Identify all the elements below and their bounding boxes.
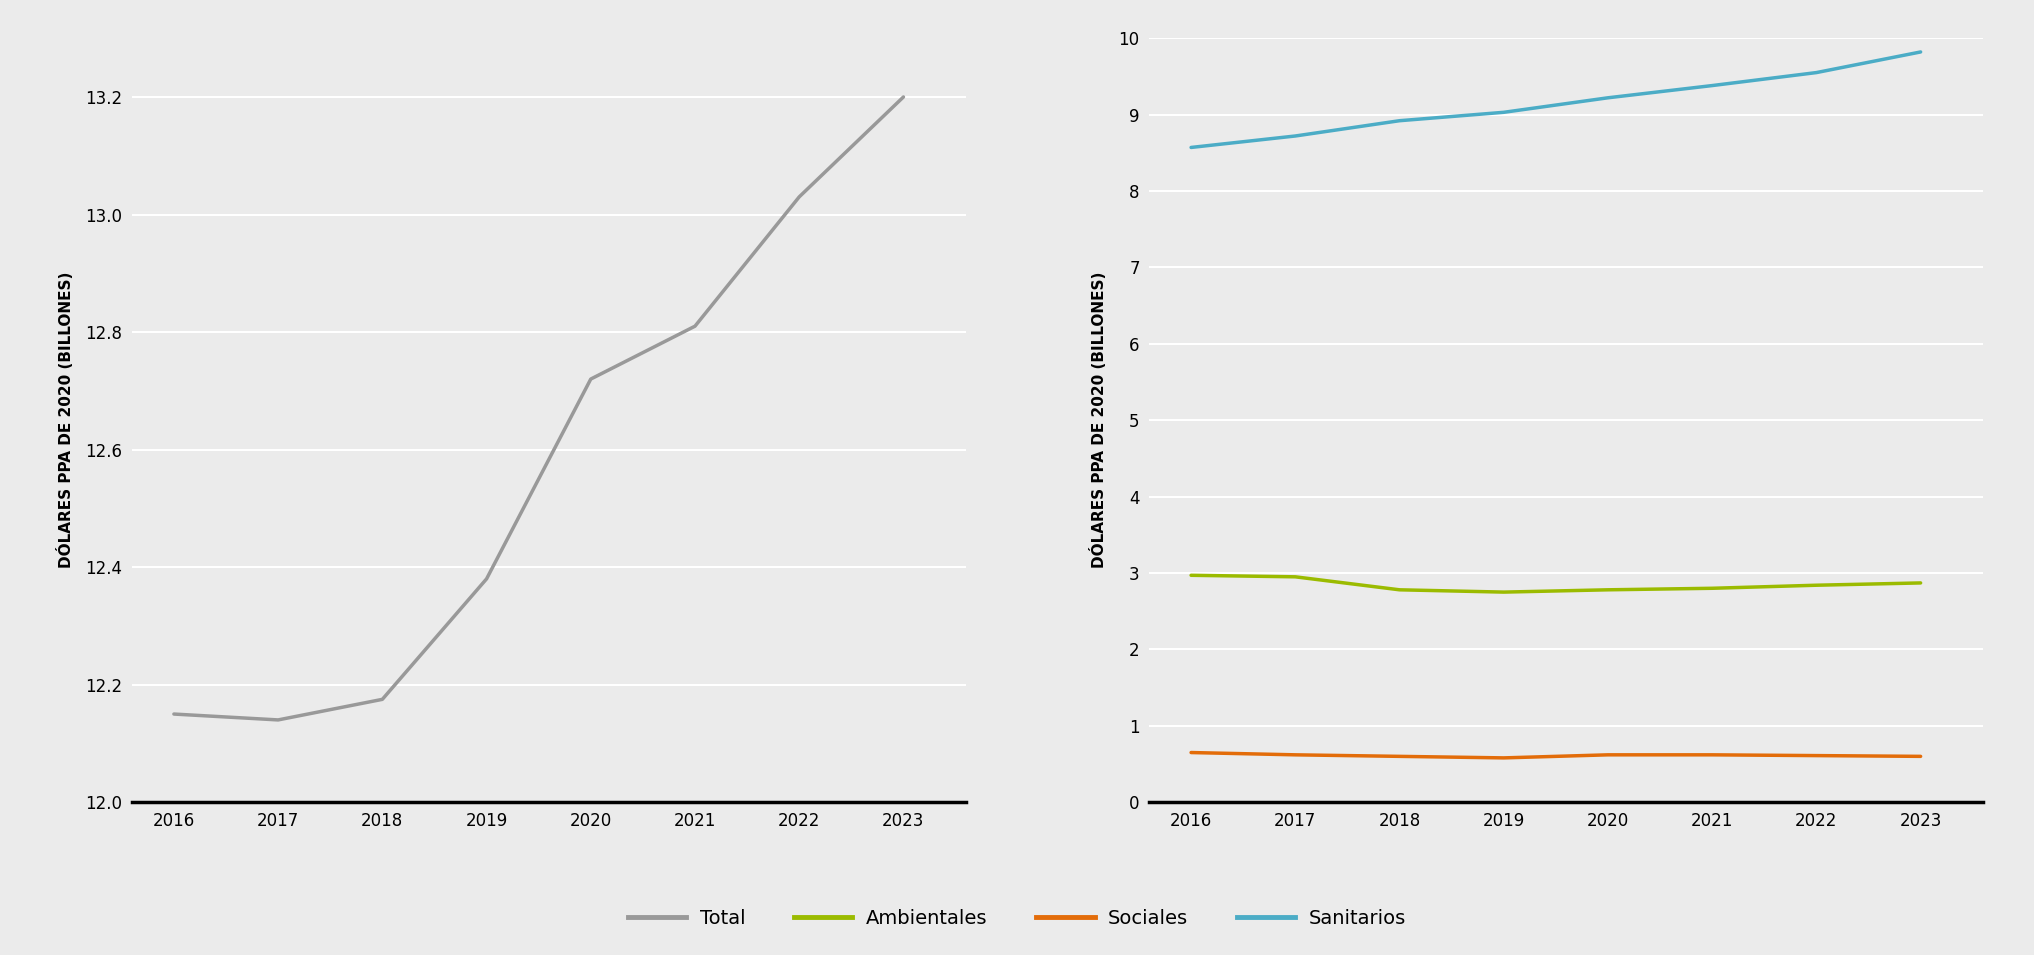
Y-axis label: DÓLARES PPA DE 2020 (BILLONES): DÓLARES PPA DE 2020 (BILLONES) [1090, 272, 1106, 568]
Y-axis label: DÓLARES PPA DE 2020 (BILLONES): DÓLARES PPA DE 2020 (BILLONES) [57, 272, 75, 568]
Legend: Total, Ambientales, Sociales, Sanitarios: Total, Ambientales, Sociales, Sanitarios [620, 902, 1414, 936]
